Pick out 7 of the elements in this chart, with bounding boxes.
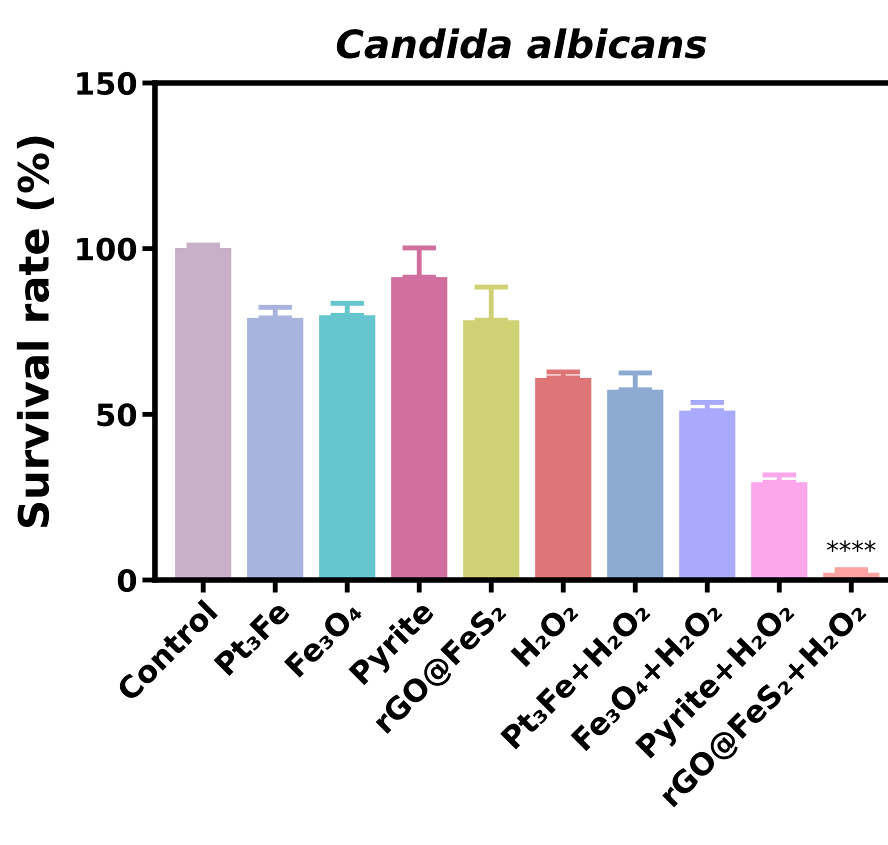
annotation: ****: [827, 540, 876, 552]
y-tick-label: 50: [97, 403, 136, 426]
y-tick-label: 100: [77, 238, 136, 261]
y-tick-label: 0: [118, 568, 136, 592]
y-axis-title: Survival rate (%): [16, 136, 54, 527]
y-tick-label: 150: [77, 72, 136, 96]
chart-title: Candida albicans: [336, 28, 706, 59]
